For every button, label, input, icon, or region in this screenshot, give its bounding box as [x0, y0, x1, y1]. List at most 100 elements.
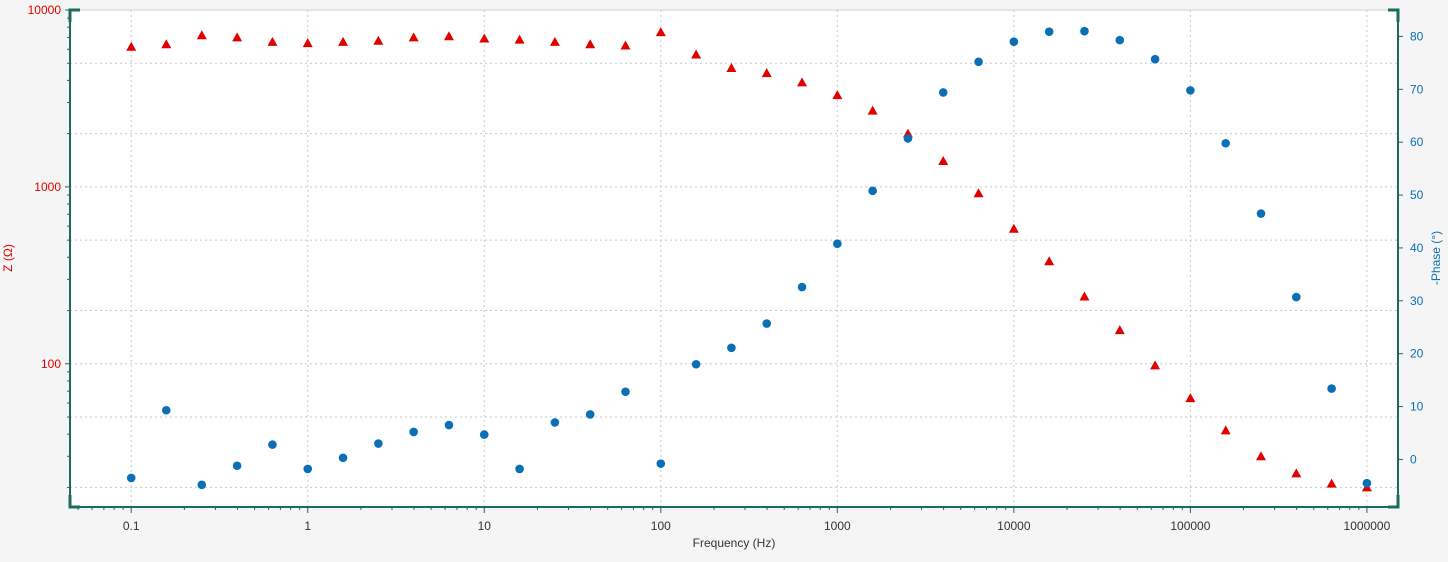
right-tick-label: 20: [1410, 347, 1424, 361]
phase-point: [1186, 86, 1195, 95]
phase-point: [1044, 27, 1054, 36]
phase-point: [974, 57, 983, 67]
impedance-point: [126, 41, 137, 51]
impedance-point: [1185, 393, 1196, 403]
right-tick-label: 80: [1410, 29, 1424, 43]
impedance-point: [655, 27, 666, 37]
phase-point: [409, 427, 418, 437]
phase-point: [444, 420, 454, 430]
right-tick-label: 10: [1410, 400, 1424, 414]
phase-point: [126, 473, 136, 483]
x-tick-label: 1000000: [1344, 519, 1391, 533]
x-tick-label: 10: [478, 519, 492, 533]
impedance-point: [797, 77, 808, 87]
phase-point: [868, 186, 877, 196]
phase-point: [232, 461, 242, 471]
phase-point: [1327, 384, 1336, 393]
phase-point: [1362, 478, 1372, 488]
impedance-point: [408, 32, 419, 42]
right-tick-label: 30: [1410, 294, 1424, 308]
impedance-point: [832, 90, 843, 100]
phase-point: [161, 405, 171, 415]
phase-point: [1009, 37, 1019, 47]
phase-point: [1150, 54, 1160, 64]
impedance-point: [1079, 291, 1090, 301]
phase-point: [1256, 209, 1266, 218]
axis-corner-bracket: [1388, 495, 1400, 509]
phase-point: [585, 410, 595, 419]
right-tick-label: 50: [1410, 188, 1424, 202]
impedance-point: [761, 68, 772, 78]
impedance-point: [691, 49, 702, 59]
phase-point: [303, 464, 313, 474]
phase-point: [550, 418, 560, 427]
phase-point: [338, 453, 348, 463]
phase-point: [938, 88, 948, 97]
left-axis-ticks: 100 1000 10000: [28, 3, 70, 488]
x-tick-label: 10000: [997, 519, 1031, 533]
impedance-point: [1150, 360, 1161, 370]
phase-point: [1080, 26, 1089, 36]
phase-point: [762, 319, 772, 328]
impedance-point: [267, 36, 278, 46]
axis-corner-bracket: [1388, 8, 1400, 22]
phase-point: [515, 464, 524, 474]
x-axis-title: Frequency (Hz): [693, 536, 776, 550]
left-tick-label: 10000: [28, 3, 62, 17]
x-tick-label: 1000: [824, 519, 851, 533]
impedance-point: [585, 39, 596, 49]
axis-frame: [68, 8, 1400, 509]
impedance-point: [1220, 425, 1231, 435]
x-tick-label: 0.1: [123, 519, 140, 533]
phase-point: [268, 440, 277, 449]
impedance-point: [973, 188, 984, 198]
left-axis-title: Z (Ω): [1, 244, 15, 272]
impedance-point: [1256, 451, 1267, 461]
phase-point: [197, 480, 207, 490]
phase-point: [621, 387, 630, 397]
x-tick-label: 100000: [1170, 519, 1210, 533]
impedance-point: [161, 39, 172, 49]
impedance-point: [1008, 223, 1019, 233]
x-tick-label: 1: [304, 519, 311, 533]
phase-point: [833, 239, 842, 248]
impedance-point: [1326, 478, 1337, 488]
left-tick-label: 1000: [34, 180, 61, 194]
impedance-point: [1291, 468, 1302, 478]
impedance-point: [196, 30, 207, 40]
impedance-point: [232, 32, 243, 42]
phase-point: [727, 343, 736, 353]
impedance-point: [726, 63, 737, 73]
impedance-point: [443, 31, 454, 41]
phase-point: [656, 459, 666, 468]
phase-point: [1115, 35, 1125, 45]
impedance-point: [514, 34, 525, 44]
right-axis-title: -Phase (°): [1429, 231, 1443, 285]
x-axis-ticks: 0.1 1 10 100 1000 10000 100000 1000000: [77, 507, 1391, 533]
x-tick-label: 100: [651, 519, 671, 533]
plot-area: [70, 10, 1398, 507]
impedance-point: [479, 33, 490, 43]
phase-point: [1221, 138, 1230, 148]
impedance-point: [1044, 256, 1055, 266]
phase-point: [479, 430, 489, 439]
impedance-point: [938, 156, 949, 166]
right-tick-label: 40: [1410, 241, 1424, 255]
data-marks: [126, 26, 1372, 492]
phase-point: [797, 282, 807, 292]
impedance-point: [373, 35, 384, 45]
right-axis-ticks: 0 10 20 30 40 50 60 70 80: [1398, 29, 1424, 466]
left-tick-label: 100: [41, 357, 61, 371]
axis-corner-bracket: [68, 495, 80, 509]
impedance-point: [867, 105, 878, 115]
impedance-point: [1114, 325, 1125, 335]
right-tick-label: 60: [1410, 135, 1424, 149]
impedance-point: [620, 40, 631, 50]
phase-point: [374, 439, 383, 448]
impedance-point: [549, 36, 560, 46]
right-tick-label: 70: [1410, 82, 1424, 96]
phase-point: [691, 359, 701, 369]
phase-point: [903, 134, 913, 143]
impedance-point: [302, 38, 313, 48]
